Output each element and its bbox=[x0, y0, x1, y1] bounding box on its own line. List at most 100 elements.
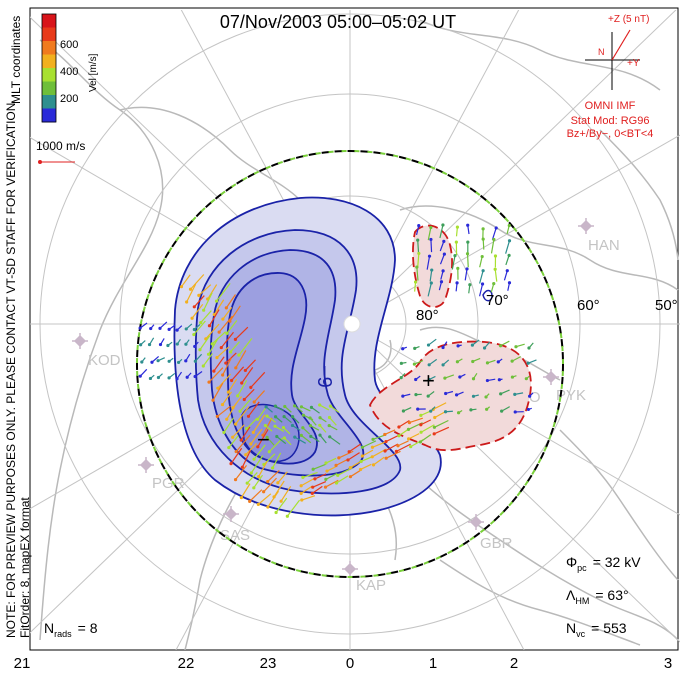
velocity-vector bbox=[420, 434, 432, 443]
negative-cell bbox=[173, 196, 442, 517]
vector-origin bbox=[274, 510, 278, 515]
velocity-vector bbox=[396, 443, 411, 452]
velocity-vector bbox=[199, 335, 211, 351]
colorbar-segment bbox=[42, 41, 56, 55]
vector-origin bbox=[396, 444, 400, 448]
velocity-vector bbox=[237, 380, 248, 397]
imf-condition: Bz+/By−, 0<BT<4 bbox=[567, 128, 654, 140]
vector-origin bbox=[193, 359, 197, 363]
vector-origin bbox=[156, 375, 161, 380]
vector-origin bbox=[397, 434, 401, 438]
velocity-vector bbox=[250, 428, 263, 445]
vector-origin bbox=[507, 239, 512, 243]
velocity-vector bbox=[267, 469, 280, 482]
vector-origin bbox=[192, 332, 196, 337]
velocity-vector bbox=[257, 405, 268, 420]
velocity-vector bbox=[218, 315, 233, 333]
vector-origin bbox=[309, 434, 313, 438]
velocity-vector bbox=[482, 239, 485, 250]
vector-origin bbox=[337, 456, 341, 460]
vector-origin bbox=[507, 281, 512, 285]
vector-origin bbox=[493, 254, 498, 258]
vector-origin bbox=[334, 463, 338, 467]
vector-origin bbox=[184, 359, 188, 363]
vector-origin bbox=[199, 321, 203, 325]
velocity-vector bbox=[280, 485, 292, 502]
vector-origin bbox=[301, 475, 305, 479]
vector-origin bbox=[429, 237, 433, 242]
vector-origin bbox=[456, 411, 461, 415]
map-title: 07/Nov/2003 05:00–05:02 UT bbox=[220, 12, 456, 32]
velocity-vector bbox=[325, 457, 337, 464]
vector-origin bbox=[327, 415, 332, 420]
velocity-vector bbox=[479, 256, 483, 268]
vector-origin bbox=[426, 394, 430, 398]
vector-origin bbox=[498, 344, 503, 348]
vector-origin bbox=[427, 377, 431, 382]
vector-origin bbox=[371, 463, 376, 467]
vector-origin bbox=[427, 254, 432, 258]
vector-origin bbox=[399, 376, 403, 380]
vector-origin bbox=[150, 360, 154, 364]
vector-origin bbox=[216, 386, 220, 390]
velocity-vector bbox=[241, 367, 254, 384]
vector-origin bbox=[175, 377, 179, 381]
vector-origin bbox=[233, 337, 238, 341]
velocity-vector bbox=[336, 475, 349, 484]
velocity-vector bbox=[286, 499, 301, 517]
vector-origin bbox=[140, 360, 144, 364]
vector-origin bbox=[167, 376, 171, 380]
velocity-vector bbox=[220, 331, 234, 348]
vector-origin bbox=[470, 343, 475, 347]
vector-origin bbox=[513, 392, 517, 397]
vector-origin bbox=[201, 364, 205, 368]
vector-origin bbox=[492, 281, 496, 286]
vector-origin bbox=[299, 484, 303, 488]
colorbar-tick: 200 bbox=[60, 93, 78, 105]
vector-origin bbox=[513, 410, 517, 414]
vector-origin bbox=[167, 359, 171, 363]
vector-origin bbox=[397, 425, 401, 429]
colorbar-label: Vel [m/s] bbox=[88, 53, 99, 92]
vector-origin bbox=[414, 393, 418, 397]
velocity-vector bbox=[314, 473, 327, 480]
vector-origin bbox=[328, 404, 332, 408]
vector-origin bbox=[185, 375, 189, 379]
velocity-vector bbox=[439, 253, 445, 265]
velocity-vector bbox=[503, 270, 508, 281]
velocity-vector bbox=[384, 429, 396, 435]
vector-origin bbox=[524, 377, 528, 381]
velocity-vector bbox=[300, 434, 312, 444]
vector-origin bbox=[466, 240, 470, 244]
plot-frame bbox=[29, 7, 679, 651]
imf-y-label: +Y bbox=[627, 58, 640, 69]
vector-origin bbox=[482, 346, 487, 350]
vector-origin bbox=[318, 423, 322, 427]
velocity-vector bbox=[231, 366, 245, 381]
velocity-vector bbox=[268, 437, 283, 453]
vector-origin bbox=[439, 280, 444, 284]
vector-origin bbox=[301, 413, 306, 417]
vector-origin bbox=[158, 326, 162, 330]
vector-origin bbox=[480, 254, 484, 259]
vector-origin bbox=[309, 405, 314, 409]
velocity-vector bbox=[223, 417, 235, 433]
vector-origin bbox=[176, 360, 181, 365]
hm-boundary-green bbox=[136, 150, 564, 578]
vector-origin bbox=[246, 414, 251, 418]
velocity-vector bbox=[249, 489, 263, 502]
vector-origin bbox=[456, 344, 460, 348]
vector-origin bbox=[193, 374, 197, 379]
vector-origin bbox=[443, 410, 448, 414]
velocity-vector bbox=[253, 390, 266, 403]
vector-origin bbox=[252, 457, 256, 461]
velocity-vector bbox=[216, 283, 231, 302]
vector-origin bbox=[469, 408, 473, 412]
vector-origin bbox=[264, 405, 268, 409]
station-label: HAN bbox=[588, 237, 620, 254]
velocity-vector bbox=[180, 274, 191, 288]
vector-origin bbox=[407, 437, 411, 441]
velocity-vector bbox=[246, 417, 258, 430]
vector-origin bbox=[224, 306, 228, 310]
velocity-vector bbox=[325, 472, 338, 480]
